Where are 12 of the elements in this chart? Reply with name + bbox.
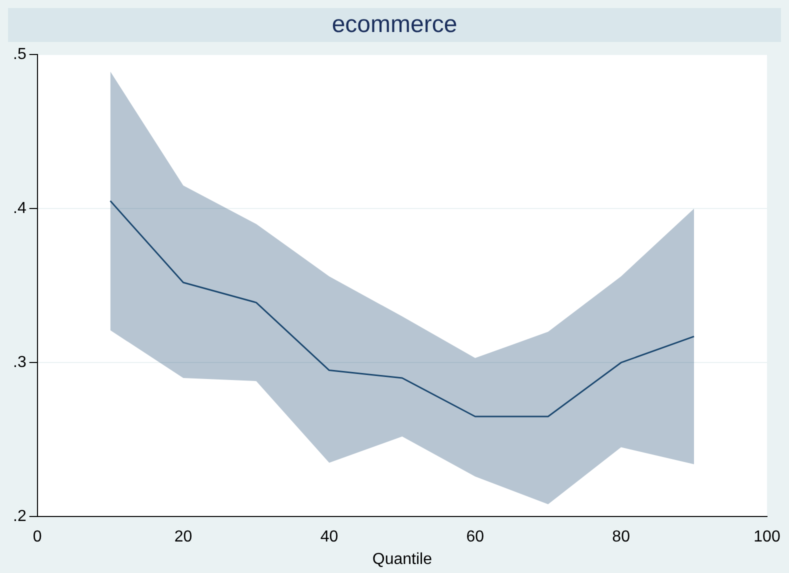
x-tick-label: 100 <box>754 528 780 546</box>
y-tick-label: .3 <box>13 354 26 372</box>
x-axis-title: Quantile <box>372 550 432 568</box>
x-tick-label: 80 <box>612 528 630 546</box>
y-tick-label: .5 <box>13 46 26 64</box>
x-tick-label: 40 <box>320 528 338 546</box>
x-tick-label: 20 <box>174 528 192 546</box>
chart-title: ecommerce <box>8 8 781 42</box>
y-tick-label: .2 <box>13 508 26 526</box>
x-tick-label: 60 <box>466 528 484 546</box>
y-tick-label: .4 <box>13 200 26 218</box>
x-tick-label: 0 <box>32 528 42 546</box>
